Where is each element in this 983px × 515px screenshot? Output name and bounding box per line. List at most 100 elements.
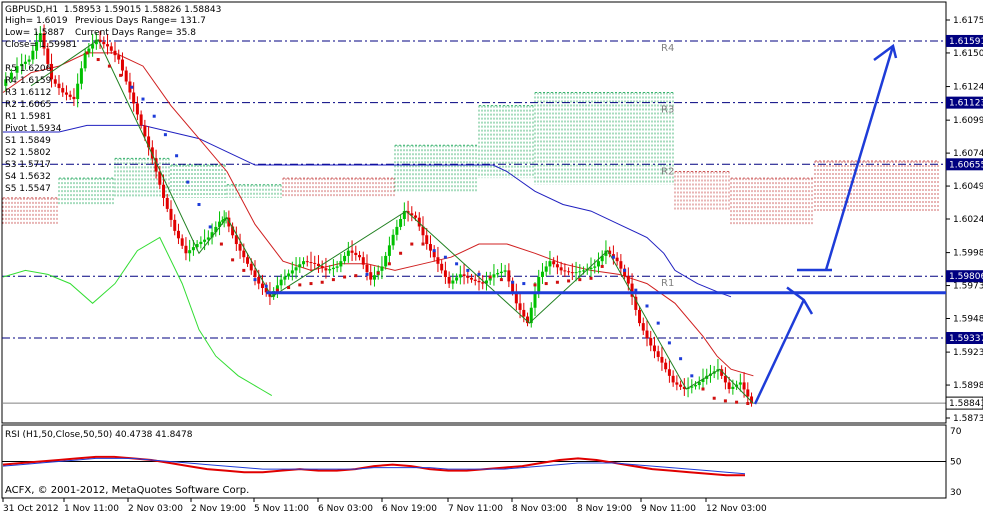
candle-body <box>53 79 57 84</box>
candle-body <box>574 272 578 274</box>
parabolic-sar-dot <box>410 242 414 246</box>
y-axis-tick-label: 1.59735 <box>953 282 983 292</box>
y-axis-tick-label: 1.60240 <box>953 215 983 225</box>
candle-body <box>231 226 235 236</box>
candle-body <box>462 274 466 277</box>
candle-body <box>227 217 231 227</box>
candle-body <box>298 264 302 268</box>
rsi-header: RSI (H1,50,Close,50,50) 40.4738 41.8478 <box>5 430 193 440</box>
candle-body <box>410 213 414 216</box>
candle-body <box>499 271 503 274</box>
candle-body <box>361 257 365 265</box>
parabolic-sar-dot <box>555 280 559 284</box>
parabolic-sar-dot <box>343 275 347 279</box>
y-axis-tick-label: 1.58980 <box>953 381 983 391</box>
candle-body <box>188 250 192 254</box>
parabolic-sar-dot <box>320 280 324 284</box>
chikou-line <box>2 236 273 397</box>
candle-body <box>331 267 335 270</box>
parabolic-sar-dot <box>690 374 694 378</box>
candle-body <box>428 244 432 251</box>
candle-body <box>608 250 612 255</box>
candle-body <box>249 263 253 271</box>
candle-body <box>61 88 65 93</box>
pivot-line-label-r4: R4 <box>661 43 674 54</box>
candle-body <box>365 264 369 273</box>
candle-body <box>563 270 567 272</box>
parabolic-sar-dot <box>432 249 436 253</box>
candle-body <box>20 63 24 67</box>
candle-body <box>552 261 556 265</box>
candle-body <box>218 221 222 227</box>
parabolic-sar-dot <box>488 275 492 279</box>
parabolic-sar-dot <box>723 399 727 403</box>
main-chart-frame <box>1 1 947 424</box>
candle-body <box>113 50 117 56</box>
x-axis-tick-label: 1 Nov 11:00 <box>64 504 119 514</box>
candle-body <box>470 277 474 280</box>
level-r2-tag-label: 1.60655 <box>949 160 983 170</box>
x-axis-tick-label: 7 Nov 11:00 <box>448 504 503 514</box>
candle-body <box>287 273 291 277</box>
arrow-up-shaft <box>753 299 805 405</box>
candle-body <box>488 277 492 281</box>
candle-body <box>447 276 451 284</box>
candle-body <box>302 261 306 265</box>
parabolic-sar-dot <box>679 357 683 361</box>
parabolic-sar-dot <box>634 288 638 292</box>
parabolic-sar-dot <box>511 280 515 284</box>
parabolic-sar-dot <box>589 276 593 280</box>
candle-body <box>414 215 418 218</box>
candle-body <box>507 270 511 282</box>
candle-body <box>432 250 436 258</box>
candle-body <box>380 266 384 271</box>
candle-body <box>343 255 347 262</box>
level-r3-tag-bg <box>946 96 983 109</box>
low-label: Low= 1.5887 <box>5 28 65 38</box>
candle-body <box>294 267 298 271</box>
candle-body <box>184 245 188 254</box>
parabolic-sar-dot <box>701 387 705 391</box>
candle-body <box>98 39 102 42</box>
candle-body <box>682 386 686 390</box>
candle-body <box>339 261 343 267</box>
candle-body <box>417 217 421 227</box>
parabolic-sar-dot <box>399 251 403 255</box>
candle-body <box>593 266 597 268</box>
x-axis-tick-label: 2 Nov 03:00 <box>128 504 183 514</box>
parabolic-sar-dot <box>119 73 123 77</box>
candle-body <box>176 230 180 239</box>
candle-body <box>135 103 139 115</box>
parabolic-sar-dot <box>656 321 660 325</box>
candle-body <box>275 285 279 292</box>
x-axis-tick-label: 12 Nov 03:00 <box>706 504 767 514</box>
parabolic-sar-dot <box>197 203 201 207</box>
candle-body <box>731 386 735 390</box>
candle-body <box>604 250 608 256</box>
pivot-s5: S5 1.5547 <box>5 184 51 194</box>
parabolic-sar-dot <box>578 278 582 282</box>
candle-body <box>57 83 61 89</box>
parabolic-sar-dot <box>354 274 358 278</box>
rsi-axis-tick-label: 30 <box>950 488 962 498</box>
candle-body <box>477 280 481 283</box>
candle-body <box>309 262 313 264</box>
x-axis-tick-label: 6 Nov 03:00 <box>318 504 373 514</box>
x-axis-tick-label: 31 Oct 2012 <box>3 504 59 514</box>
candle-body <box>260 283 264 288</box>
zigzag-line <box>30 39 754 404</box>
candle-body <box>191 247 195 251</box>
candle-body <box>533 292 537 308</box>
parabolic-sar-dot <box>466 268 470 272</box>
level-pivot-tag-label: 1.59337 <box>949 334 983 344</box>
candle-body <box>290 270 294 274</box>
pivot-s2: S2 1.5802 <box>5 148 51 158</box>
pivot-s1: S1 1.5849 <box>5 136 51 146</box>
candle-body <box>346 250 350 256</box>
candle-body <box>451 280 455 284</box>
level-r3-tag-label: 1.61123 <box>949 99 983 109</box>
candle-body <box>544 266 548 272</box>
symbol-line: GBPUSD,H1 1.58953 1.59015 1.58826 1.5884… <box>5 5 222 15</box>
parabolic-sar-dot <box>477 272 481 276</box>
